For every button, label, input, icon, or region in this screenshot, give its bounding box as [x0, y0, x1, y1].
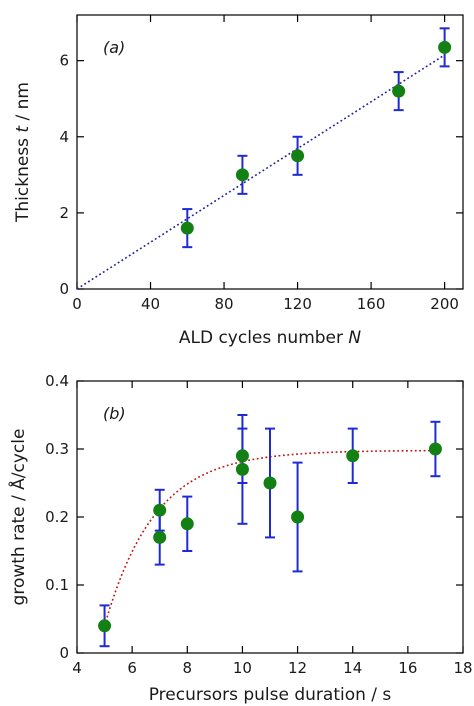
x-tick-label: 160 — [357, 295, 386, 313]
y-tick-label: 0 — [59, 644, 69, 662]
data-point — [392, 84, 406, 98]
x-tick-label: 0 — [72, 295, 82, 313]
y-tick-label: 2 — [59, 204, 69, 222]
x-tick-label: 80 — [215, 295, 234, 313]
y-tick-label: 0.4 — [45, 372, 69, 390]
x-tick-label: 14 — [343, 659, 362, 677]
y-axis-title: Thickness t / nm — [13, 82, 33, 223]
data-point — [180, 517, 194, 531]
x-axis-title: ALD cycles number N — [179, 328, 362, 348]
data-point — [291, 510, 305, 524]
data-point — [438, 40, 452, 54]
x-tick-label: 4 — [72, 659, 82, 677]
x-tick-label: 120 — [283, 295, 312, 313]
x-tick-label: 6 — [127, 659, 137, 677]
data-point — [235, 462, 249, 476]
panel-label: (a) — [103, 38, 125, 57]
data-point — [153, 530, 167, 544]
y-axis-title: growth rate / Å/cycle — [7, 429, 29, 606]
panel-a: 0 40 80 120 160 200 0 2 4 6 (a) ALD cycles number N… — [13, 14, 464, 348]
panel-label: (b) — [103, 404, 126, 423]
y-tick-label: 0.2 — [45, 508, 69, 526]
y-tick-label: 4 — [59, 128, 69, 146]
data-point — [98, 619, 112, 633]
data-point — [153, 503, 167, 517]
x-tick-label: 40 — [141, 295, 160, 313]
y-tick-label: 6 — [59, 52, 69, 70]
data-point — [235, 168, 249, 182]
y-tick-label: 0 — [59, 280, 69, 298]
plot-frame — [76, 14, 464, 290]
x-tick-label: 18 — [453, 659, 472, 677]
x-tick-label: 10 — [233, 659, 252, 677]
x-tick-label: 16 — [398, 659, 417, 677]
data-point — [235, 449, 249, 463]
y-tick-label: 0.3 — [45, 440, 69, 458]
x-axis-title: Precursors pulse duration / s — [149, 685, 392, 705]
data-point — [428, 442, 442, 456]
x-tick-label: 8 — [183, 659, 193, 677]
panel-b: 4 6 8 10 12 14 16 18 0 0.1 0.2 0.3 0.4 (b) Precursors … — [7, 372, 473, 705]
data-point — [346, 449, 360, 463]
x-tick-label: 200 — [430, 295, 459, 313]
y-tick-label: 0.1 — [45, 576, 69, 594]
data-point — [291, 149, 305, 163]
data-point — [180, 221, 194, 235]
x-tick-label: 12 — [288, 659, 307, 677]
fit-line — [76, 54, 446, 290]
data-point — [263, 476, 277, 490]
